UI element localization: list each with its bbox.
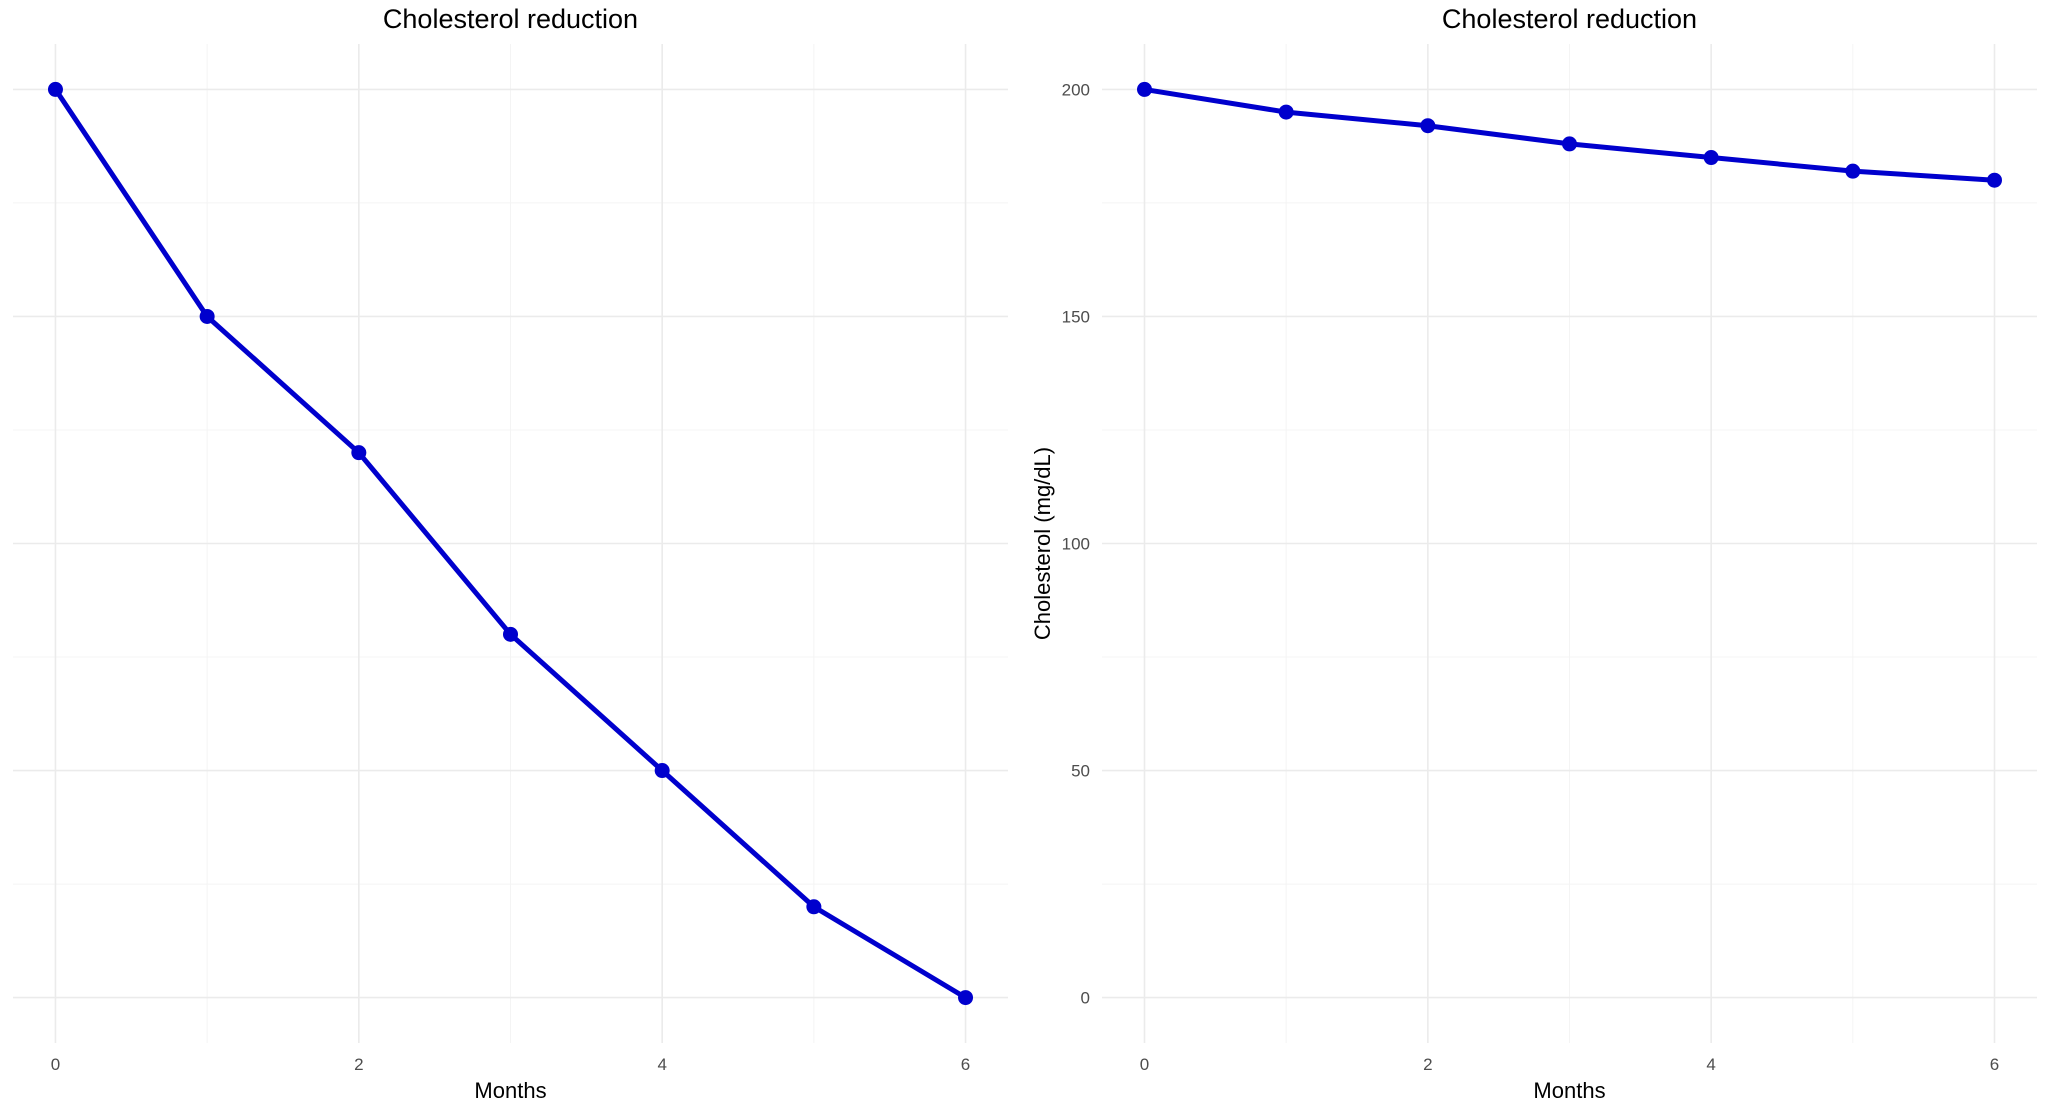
x-tick-label: 4: [1706, 1055, 1715, 1074]
x-tick-label: 6: [1990, 1055, 1999, 1074]
x-tick-label: 0: [51, 1055, 60, 1074]
data-point: [654, 763, 670, 779]
x-tick-label: 2: [354, 1055, 363, 1074]
chart-title: Cholesterol reduction: [1442, 4, 1697, 34]
data-point: [1420, 118, 1436, 134]
data-point: [1278, 104, 1294, 120]
data-point: [806, 899, 822, 915]
data-point: [351, 445, 367, 461]
y-tick-label: 0: [1081, 989, 1090, 1008]
gridlines: [13, 44, 1008, 1043]
y-tick-label: 200: [1062, 80, 1090, 99]
y-tick-label: 150: [1062, 307, 1090, 326]
x-axis-label: Months: [474, 1078, 546, 1103]
data-point: [1562, 136, 1577, 152]
x-tick-label: 2: [1423, 1055, 1432, 1074]
chart-title: Cholesterol reduction: [383, 4, 638, 34]
chart-panel-1: Cholesterol reduction 0 2 4 6 Months: [13, 4, 1008, 1103]
gridlines: [1102, 44, 2037, 1043]
y-tick-label: 100: [1062, 535, 1090, 554]
y-axis-label: Cholesterol (mg/dL): [1030, 447, 1055, 640]
x-axis-label: Months: [1533, 1078, 1605, 1103]
x-tick-label: 4: [657, 1055, 666, 1074]
x-tick-label: 0: [1140, 1055, 1149, 1074]
data-series: [1137, 81, 2002, 188]
data-point: [1845, 163, 1861, 179]
data-series: [47, 81, 974, 1006]
data-point: [1703, 150, 1719, 166]
data-point: [1137, 81, 1152, 97]
y-tick-label: 50: [1071, 762, 1090, 781]
data-point: [958, 990, 974, 1006]
data-point: [503, 626, 518, 642]
data-point: [1987, 172, 2002, 188]
data-point: [199, 308, 215, 324]
data-point: [47, 81, 63, 97]
chart-panel-2: Cholesterol reduction 0 2 4 6 0 50 100 150 200 Mon…: [1030, 4, 2037, 1103]
x-tick-label: 6: [961, 1055, 970, 1074]
